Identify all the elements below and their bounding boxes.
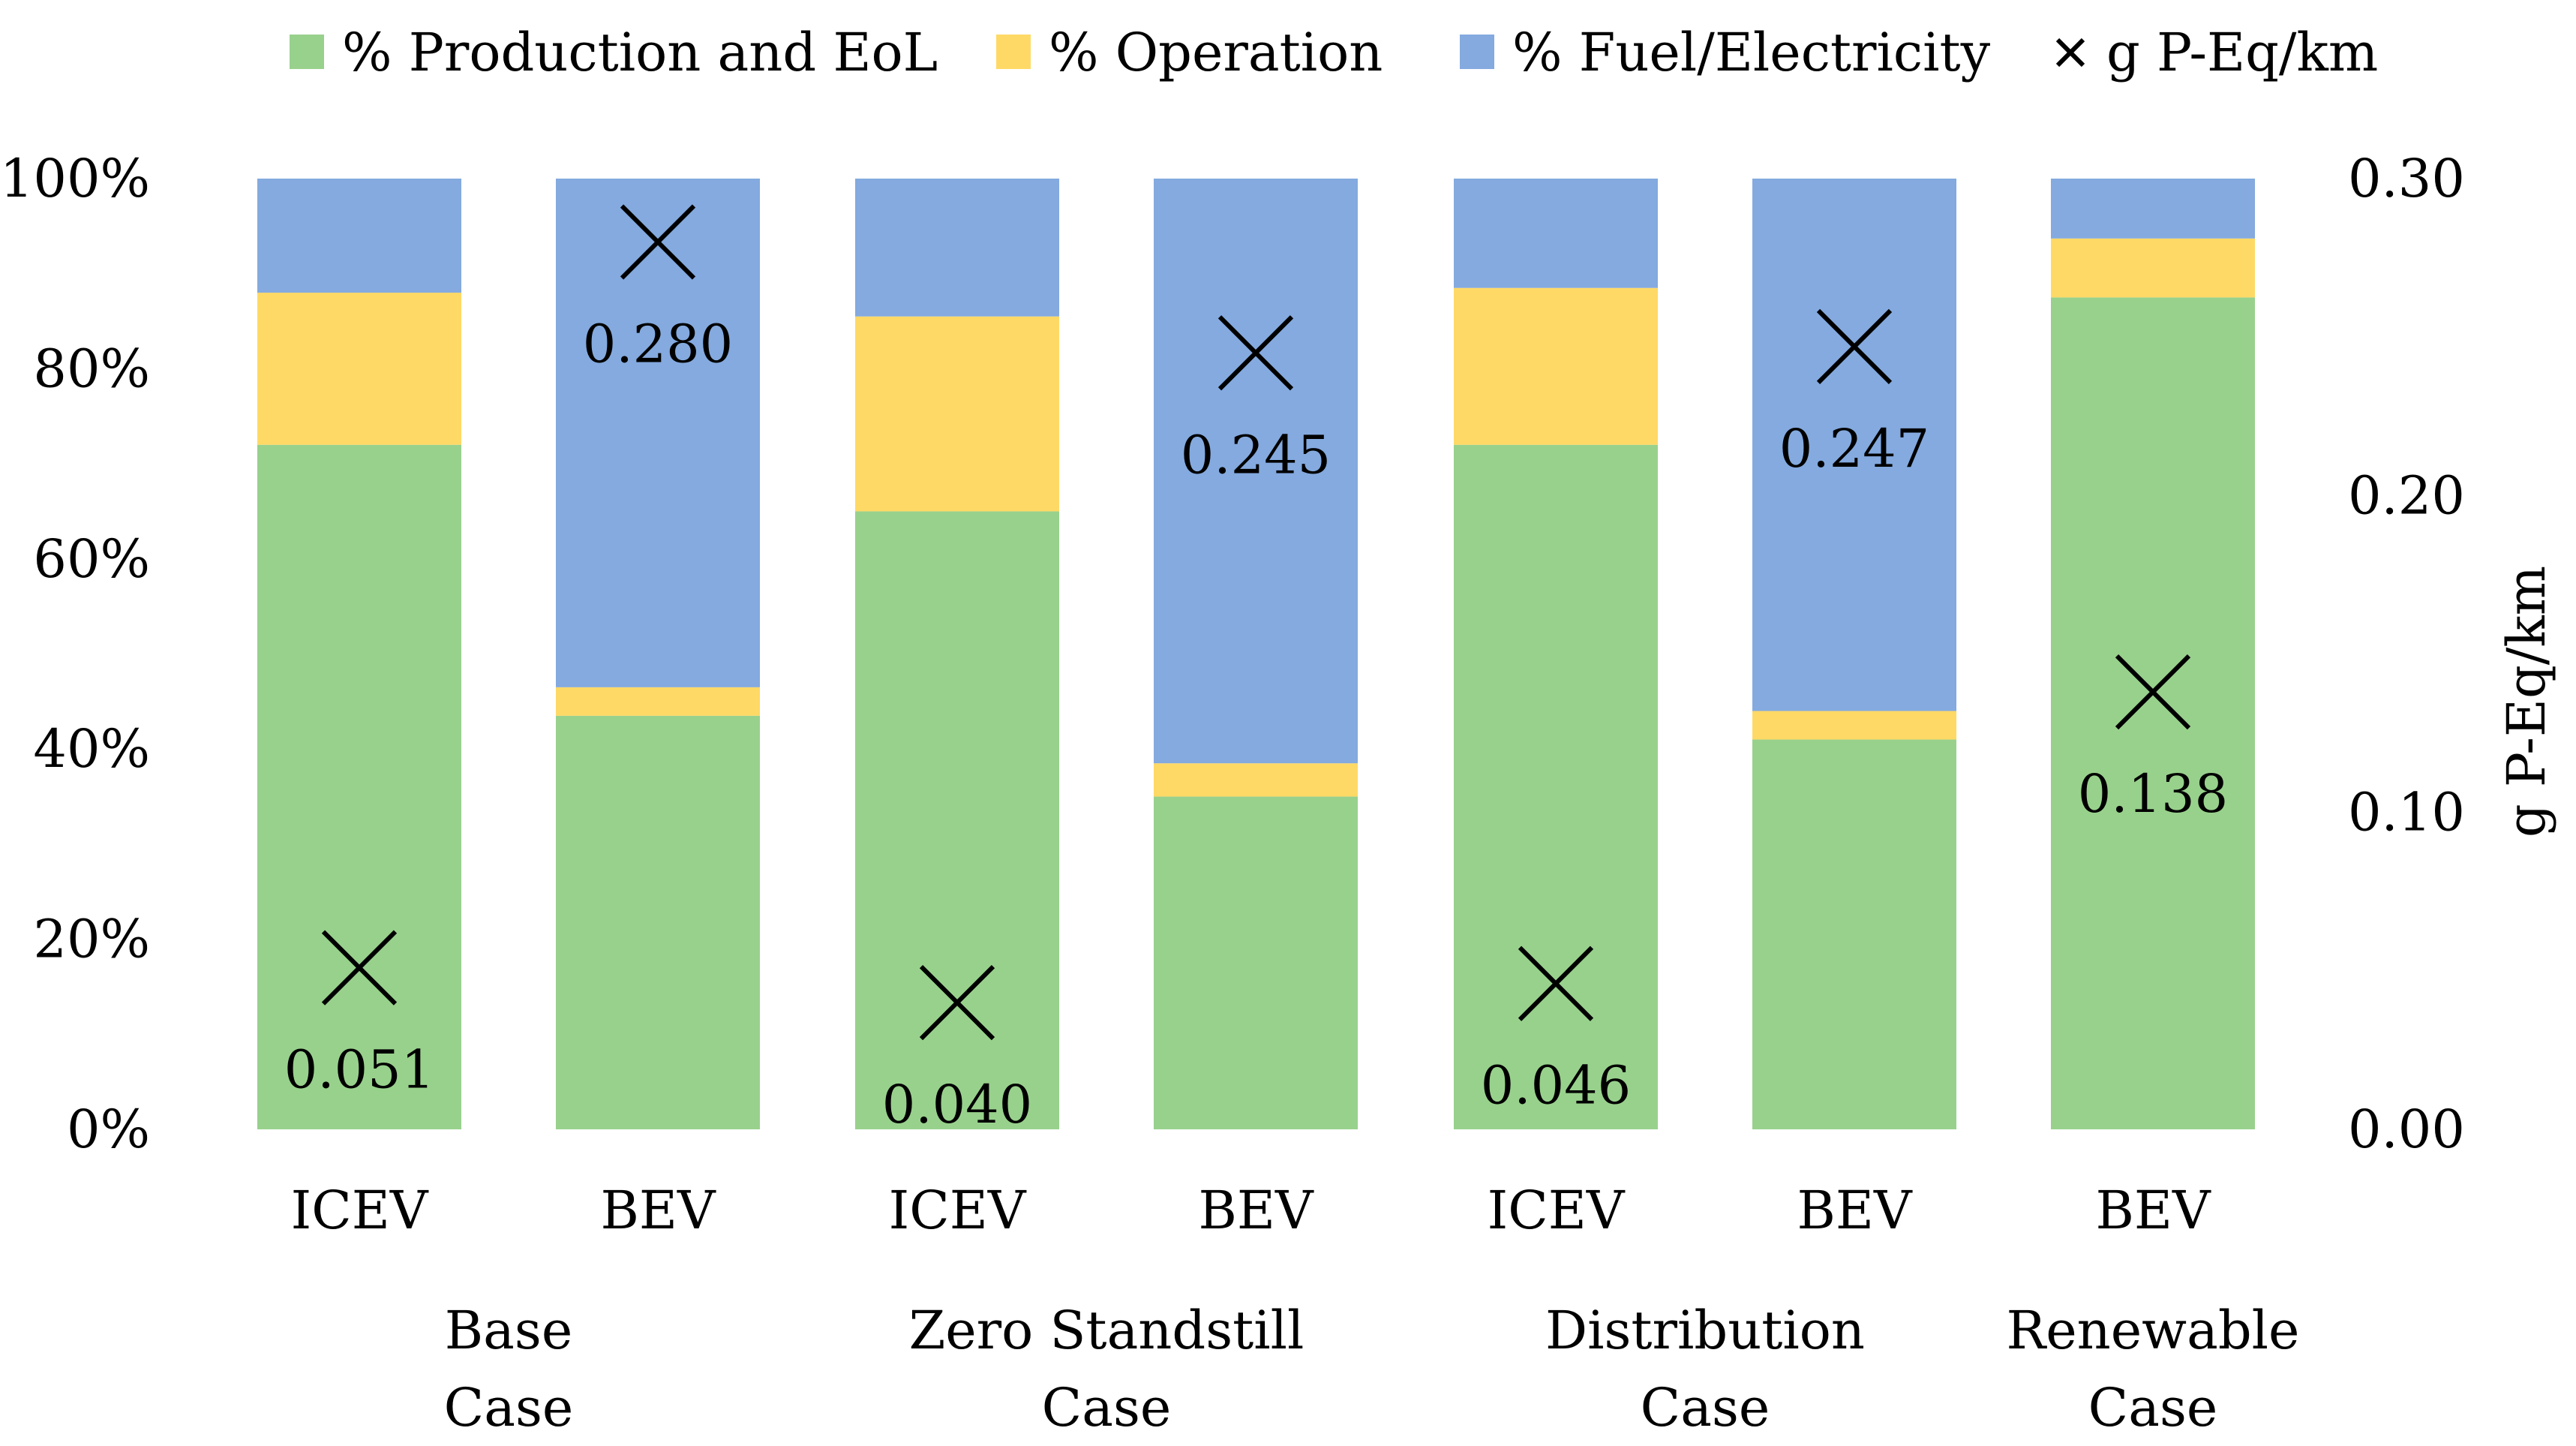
x-group-label: Case <box>2088 1377 2218 1438</box>
legend-marker-stroke <box>2055 38 2085 68</box>
bar-stack <box>1454 179 1658 1129</box>
bar-segment <box>257 444 461 1129</box>
bar-stack <box>257 179 461 1129</box>
legend-label: % Operation <box>1049 22 1383 83</box>
y-right-axis-title: g P-Eq/km <box>2496 566 2557 837</box>
marker-x <box>1518 945 1594 1021</box>
y-right-tick-label: 0.30 <box>2348 148 2465 209</box>
markers: 0.051 0.280 0.040 0.245 0.046 0.247 0.138 <box>284 204 2228 1135</box>
marker-x-stroke <box>321 930 398 1006</box>
x-group-label: Distribution <box>1545 1300 1865 1361</box>
bar-segment <box>1752 739 1956 1129</box>
x-axis: ICEV BEV ICEV BEV ICEV BEV BEV Base Case Zero Sta… <box>291 1180 2300 1438</box>
y-left-tick-label: 80% <box>33 338 150 399</box>
x-category-label: BEV <box>1198 1180 1314 1241</box>
marker-x <box>1816 308 1893 384</box>
bar-segment <box>1454 444 1658 1129</box>
x-category-label: ICEV <box>1488 1180 1626 1241</box>
legend-swatch <box>996 35 1031 69</box>
bar-segment <box>2051 297 2255 1129</box>
x-category-label: BEV <box>1797 1180 1913 1241</box>
data-label: 0.046 <box>1481 1055 1631 1117</box>
y-left-axis: 0% 20% 40% 60% 80% 100% <box>0 148 150 1160</box>
legend-item: % Production and EoL <box>290 22 938 83</box>
data-label: 0.138 <box>2078 763 2228 825</box>
bar-segment <box>1752 179 1956 711</box>
y-left-tick-label: 60% <box>33 528 150 590</box>
bar-segment <box>1154 796 1358 1129</box>
bar-segment <box>2051 238 2255 298</box>
y-right-tick-label: 0.10 <box>2348 782 2465 843</box>
data-label: 0.051 <box>284 1039 434 1101</box>
data-label: 0.245 <box>1181 424 1331 486</box>
bar-segment <box>1154 763 1358 797</box>
bar-segment <box>1454 287 1658 445</box>
y-left-tick-label: 100% <box>0 148 150 209</box>
bar-segment <box>855 511 1059 1129</box>
y-right-tick-label: 0.00 <box>2348 1099 2465 1160</box>
marker-x <box>321 930 398 1006</box>
bar-segment <box>855 316 1059 512</box>
x-group-label: Case <box>1641 1377 1770 1438</box>
marker-x-stroke <box>1217 315 1294 391</box>
legend-swatch <box>1460 35 1494 69</box>
data-label: 0.247 <box>1779 418 1929 479</box>
x-category-label: ICEV <box>889 1180 1027 1241</box>
legend-item: % Fuel/Electricity <box>1460 22 1991 83</box>
bar-segment <box>2051 179 2255 239</box>
data-label: 0.280 <box>583 313 733 374</box>
y-left-tick-label: 0% <box>67 1099 150 1160</box>
y-right-axis: 0.00 0.10 0.20 0.30 <box>2348 148 2465 1160</box>
bar-segment <box>855 179 1059 317</box>
chart-legend: % Production and EoL % Operation % Fuel/El… <box>290 22 2378 83</box>
x-group-label: Base <box>445 1300 573 1361</box>
legend-item: g P-Eq/km <box>2055 22 2378 83</box>
x-group-label: Case <box>444 1377 574 1438</box>
marker-x <box>919 964 995 1041</box>
bar-segment <box>1752 711 1956 740</box>
bar-stack <box>1154 179 1358 1129</box>
marker-x <box>620 204 696 280</box>
y-left-tick-label: 40% <box>33 718 150 780</box>
x-group-label: Zero Standstill <box>909 1300 1305 1361</box>
marker-x-stroke <box>1518 945 1594 1021</box>
x-category-label: BEV <box>2095 1180 2211 1241</box>
bar-stack <box>855 179 1059 1129</box>
bar-segment <box>556 687 760 716</box>
bar-segment <box>556 715 760 1129</box>
legend-label: % Production and EoL <box>342 22 938 83</box>
bar-segment <box>257 179 461 293</box>
bar-segment <box>1154 179 1358 764</box>
bar-segment <box>556 179 760 687</box>
marker-x <box>1217 315 1294 391</box>
bars <box>257 179 2255 1129</box>
marker-x-stroke <box>2115 654 2191 730</box>
legend-label: g P-Eq/km <box>2106 22 2378 83</box>
bar-stack <box>2051 179 2255 1129</box>
y-right-tick-label: 0.20 <box>2348 464 2465 526</box>
bar-segment <box>1454 179 1658 288</box>
bar-segment <box>257 293 461 445</box>
bar-stack <box>1752 179 1956 1129</box>
data-label: 0.040 <box>882 1074 1032 1135</box>
marker-x-stroke <box>1816 308 1893 384</box>
marker-x-stroke <box>620 204 696 280</box>
marker-x <box>2115 654 2191 730</box>
y-left-tick-label: 20% <box>33 909 150 970</box>
x-category-label: BEV <box>600 1180 716 1241</box>
bar-stack <box>556 179 760 1129</box>
marker-x-stroke <box>919 964 995 1041</box>
legend-swatch <box>290 35 324 69</box>
x-category-label: ICEV <box>291 1180 429 1241</box>
x-group-label: Case <box>1042 1377 1172 1438</box>
legend-item: % Operation <box>996 22 1383 83</box>
x-group-label: Renewable <box>2007 1300 2300 1361</box>
legend-label: % Fuel/Electricity <box>1512 22 1991 83</box>
